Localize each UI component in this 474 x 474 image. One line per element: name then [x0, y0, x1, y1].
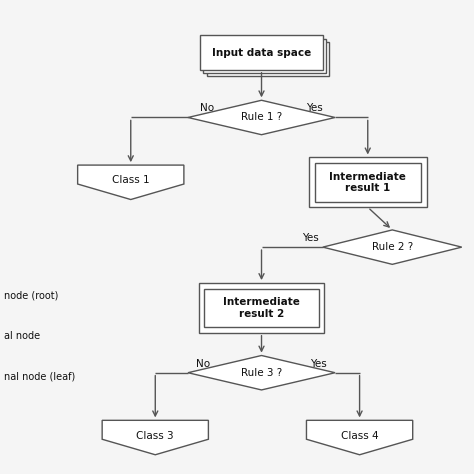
- Text: Rule 3 ?: Rule 3 ?: [241, 368, 282, 378]
- Bar: [204, 289, 319, 327]
- Text: node (root): node (root): [4, 291, 58, 301]
- Polygon shape: [323, 230, 462, 264]
- Bar: [199, 283, 324, 333]
- Text: Input data space: Input data space: [212, 48, 311, 58]
- Polygon shape: [78, 165, 184, 200]
- Text: nal node (leaf): nal node (leaf): [4, 372, 75, 382]
- Text: Class 1: Class 1: [112, 175, 150, 185]
- Text: Yes: Yes: [306, 103, 323, 113]
- Bar: [315, 163, 421, 201]
- Text: No: No: [200, 103, 214, 113]
- Text: Yes: Yes: [310, 359, 327, 369]
- Bar: [203, 39, 326, 73]
- Text: Class 3: Class 3: [137, 430, 174, 440]
- Text: Class 4: Class 4: [341, 430, 378, 440]
- Text: Intermediate
result 2: Intermediate result 2: [223, 297, 300, 319]
- Bar: [200, 36, 323, 70]
- Bar: [207, 42, 329, 76]
- Polygon shape: [188, 356, 335, 390]
- Text: No: No: [196, 359, 210, 369]
- Text: al node: al node: [4, 331, 40, 341]
- Text: Intermediate
result 1: Intermediate result 1: [329, 172, 406, 193]
- Text: Rule 2 ?: Rule 2 ?: [372, 242, 413, 252]
- Bar: [309, 157, 427, 207]
- Polygon shape: [102, 420, 209, 455]
- Text: Yes: Yes: [302, 233, 319, 243]
- Polygon shape: [307, 420, 413, 455]
- Polygon shape: [188, 100, 335, 135]
- Text: Rule 1 ?: Rule 1 ?: [241, 112, 282, 122]
